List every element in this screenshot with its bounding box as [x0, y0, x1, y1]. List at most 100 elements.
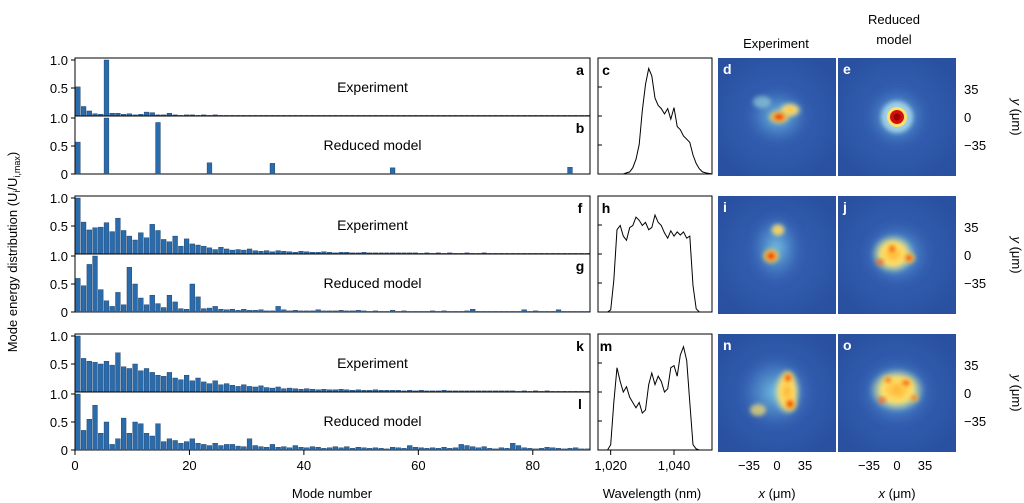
- bar-mode-23: [201, 308, 207, 313]
- bar-mode-32: [252, 386, 258, 393]
- bar-mode-10: [126, 433, 132, 451]
- bar-mode-3: [86, 419, 92, 451]
- bar-mode-83: [544, 447, 550, 451]
- bar-xlabel: Mode number: [292, 486, 373, 501]
- bar-mode-29: [235, 445, 241, 451]
- bar-mode-63: [430, 447, 436, 451]
- bar-mode-50: [355, 447, 361, 451]
- bar-mode-31: [246, 386, 253, 393]
- bar-mode-38: [286, 310, 293, 313]
- bar-mode-32: [252, 250, 258, 255]
- bar-mode-84: [550, 447, 556, 451]
- bar-mode-33: [258, 446, 264, 451]
- bar-mode-50: [355, 310, 361, 313]
- img-y-tick: 35: [964, 82, 978, 97]
- x-tick-label: 20: [182, 458, 196, 473]
- bar-mode-5: [98, 363, 104, 393]
- bar-mode-38: [286, 387, 293, 393]
- bar-panel-annotation: Experiment: [337, 79, 408, 95]
- bar-mode-16: [161, 307, 167, 313]
- bar-mode-45: [327, 447, 333, 451]
- y-tick-label: 0.5: [50, 277, 68, 292]
- bar-panel-frame: [74, 253, 591, 313]
- bar-mode-39: [292, 310, 298, 313]
- bar-mode-23: [201, 245, 207, 255]
- bar-mode-36: [275, 386, 281, 393]
- spectrum-x-tick-label: 1,040: [658, 458, 691, 473]
- bar-panel-g: 0 0.5 1.0 Reduced model g: [50, 249, 591, 320]
- bar-mode-28: [229, 249, 235, 255]
- bar-mode-27: [224, 444, 230, 451]
- bar-mode-89: [578, 448, 585, 451]
- bar-mode-18: [172, 440, 178, 451]
- x-tick-label: 60: [411, 458, 425, 473]
- bar-mode-4: [92, 227, 98, 255]
- bar-mode-45: [327, 310, 333, 313]
- spectrum-line: [598, 66, 713, 175]
- bar-mode-76: [504, 311, 510, 313]
- bar-mode-34: [264, 447, 270, 451]
- bar-mode-30: [241, 309, 247, 313]
- panel-letter-f: f: [578, 200, 583, 216]
- bar-mode-28: [229, 385, 235, 393]
- y-tick-label: 1.0: [50, 387, 68, 402]
- bar-mode-24: [206, 383, 213, 393]
- bar-mode-43: [315, 447, 321, 451]
- image-xaxis-experiment: −35 0 35 x (μm): [738, 458, 812, 501]
- image-yaxis-row-3: 35 0 −35 y (μm): [964, 358, 1024, 429]
- bar-mode-74: [492, 448, 499, 451]
- bar-mode-62: [424, 311, 430, 313]
- spectrum-line: [598, 344, 712, 451]
- bar-panel-f: 0.5 1.0 Experiment f: [50, 191, 591, 255]
- bar-mode-4: [92, 255, 98, 313]
- img-y-tick: 0: [964, 248, 971, 263]
- bar-mode-77: [510, 311, 516, 313]
- bar-mode-69: [464, 310, 470, 313]
- bar-mode-81: [533, 310, 539, 313]
- bar-mode-56: [389, 167, 396, 175]
- img-ylabel: y (μm): [1009, 97, 1024, 135]
- image-xaxis-model: −35 0 35 x (μm): [858, 458, 932, 501]
- bar-mode-67: [452, 311, 459, 313]
- spectrum-xlabel: Wavelength (nm): [603, 486, 702, 501]
- bar-mode-1: [75, 278, 81, 313]
- bar-mode-4: [92, 362, 98, 393]
- bar-mode-10: [126, 235, 132, 255]
- beam-image-e: e: [838, 58, 956, 176]
- bar-mode-2: [80, 106, 87, 117]
- bar-mode-72: [481, 446, 487, 451]
- bar-mode-9: [121, 230, 127, 255]
- bar-mode-75: [498, 311, 504, 313]
- bar-mode-15: [155, 303, 161, 313]
- bar-mode-20: [183, 238, 190, 255]
- bar-mode-35: [269, 163, 276, 175]
- bar-mode-36: [275, 306, 281, 313]
- panel-letter-l: l: [578, 396, 582, 412]
- bar-mode-24: [206, 247, 213, 255]
- bar-mode-73: [487, 448, 493, 451]
- bar-mode-22: [195, 443, 201, 451]
- bar-mode-37: [281, 309, 287, 313]
- bar-mode-47: [338, 310, 344, 313]
- bar-mode-63: [430, 310, 436, 313]
- bar-mode-53: [372, 447, 379, 451]
- bar-mode-17: [166, 438, 173, 451]
- beam-image-d: d: [718, 58, 836, 176]
- bar-mode-21: [189, 438, 195, 451]
- bar-mode-14: [149, 112, 155, 117]
- bar-mode-4: [92, 405, 98, 451]
- bar-mode-43: [315, 309, 321, 313]
- bar-mode-58: [401, 310, 407, 313]
- bar-mode-35: [269, 310, 276, 313]
- img-y-tick: 0: [964, 386, 971, 401]
- bar-mode-18: [172, 301, 178, 313]
- bar-panel-l: 0 0.5 1.0 Reduced model l: [50, 387, 591, 458]
- bar-mode-6: [103, 222, 110, 255]
- bar-mode-78: [515, 311, 522, 313]
- bar-mode-52: [367, 448, 373, 451]
- bar-mode-20: [183, 375, 190, 393]
- panel-letter-g: g: [576, 258, 585, 274]
- bar-mode-56: [389, 447, 396, 451]
- bar-mode-16: [161, 441, 167, 451]
